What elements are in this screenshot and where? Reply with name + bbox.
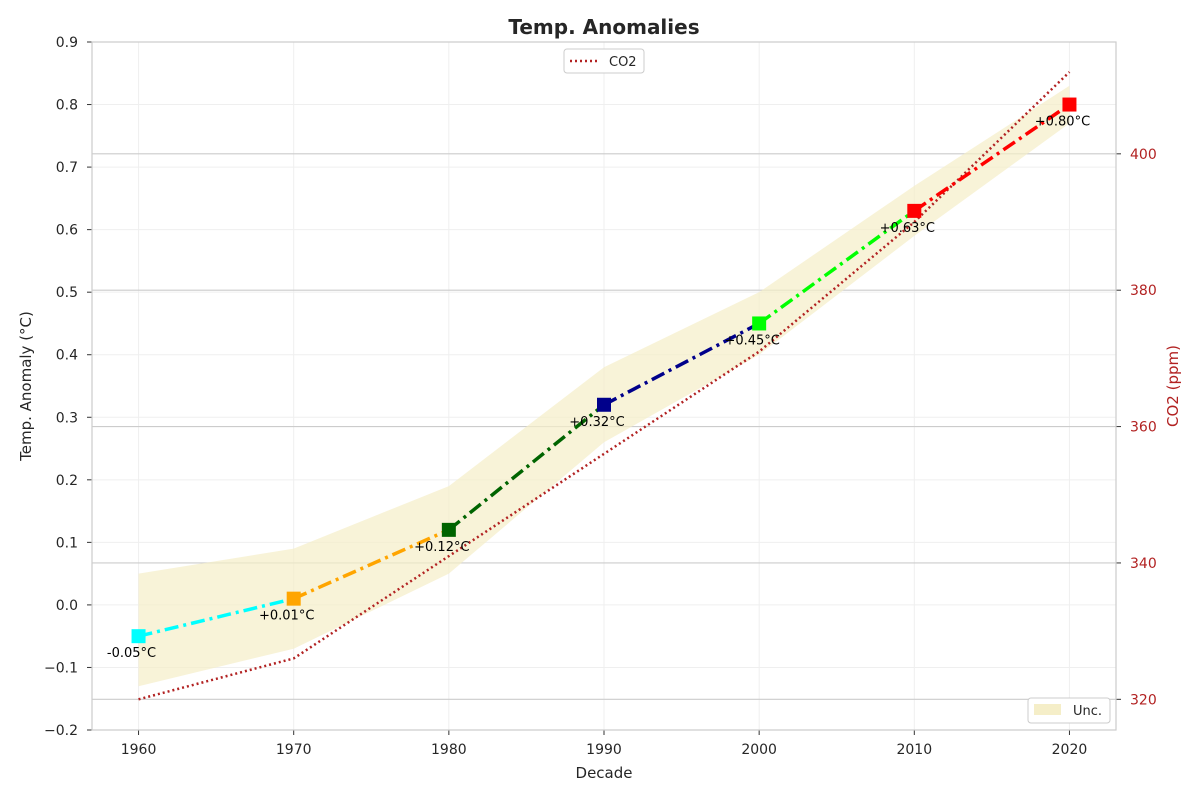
temp-point-marker xyxy=(1062,97,1077,112)
temp-point-marker xyxy=(131,629,146,644)
temp-line-segment xyxy=(603,321,760,407)
y-tick-label: 0.3 xyxy=(56,410,78,426)
temp-line-segment xyxy=(758,209,916,325)
y2-tick-label: 360 xyxy=(1130,420,1157,436)
uncertainty-band-layer xyxy=(138,85,1070,687)
temp-data-label: +0.80°C xyxy=(1035,115,1090,130)
temp-line-segment xyxy=(913,103,1071,213)
y2-tick-label: 400 xyxy=(1130,147,1157,163)
axes-layer: 1960 1970 1980 1990 2000 2010 2020 −0.2 −0.1 0.0 0… xyxy=(44,35,1157,758)
y2-tick-label: 380 xyxy=(1130,283,1157,299)
y-tick-label: 0.8 xyxy=(56,98,78,114)
temp-data-label: -0.05°C xyxy=(107,646,156,661)
temp-point-marker xyxy=(752,316,767,331)
y-axis-title: Temp. Anomaly (°C) xyxy=(17,311,35,462)
plot-frame xyxy=(91,41,1117,731)
temp-data-label: +0.45°C xyxy=(724,333,779,348)
x-tick-label: 1960 xyxy=(121,742,157,758)
legend-co2-frame xyxy=(563,48,645,74)
x-tick-label: 2010 xyxy=(896,742,932,758)
legend-unc-label: Unc. xyxy=(1073,704,1102,719)
y-tick-label: 0.9 xyxy=(56,35,78,51)
temp-data-label: +0.01°C xyxy=(259,609,314,624)
x-tick-label: 1980 xyxy=(431,742,467,758)
legend-unc-swatch xyxy=(1034,704,1061,715)
x-axis-title: Decade xyxy=(576,764,633,782)
y-tick-label: 0.4 xyxy=(56,348,78,364)
y-tick-label: −0.2 xyxy=(44,723,78,739)
uncertainty-band xyxy=(138,85,1070,687)
y-tick-label: 0.0 xyxy=(56,598,78,614)
temp-data-label: +0.63°C xyxy=(880,221,935,236)
y2-axis-title: CO2 (ppm) xyxy=(1164,345,1182,427)
temp-line-segment xyxy=(292,528,450,601)
temp-point-marker xyxy=(286,591,301,606)
temp-point-marker xyxy=(441,522,456,537)
y-tick-label: 0.5 xyxy=(56,285,78,301)
y-tick-label: 0.7 xyxy=(56,160,78,176)
x-tick-label: 2000 xyxy=(741,742,777,758)
chart-title: Temp. Anomalies xyxy=(508,15,699,39)
y-tick-label: 0.6 xyxy=(56,223,78,239)
temp-data-label: +0.12°C xyxy=(414,540,469,555)
data-label-layer: -0.05°C +0.01°C +0.12°C +0.32°C +0.45°C +0.63… xyxy=(107,115,1090,662)
y-tick-label: 0.1 xyxy=(56,535,78,551)
co2-series-layer xyxy=(138,71,1071,701)
temp-line-segment xyxy=(447,403,606,532)
y2-tick-label: 320 xyxy=(1130,692,1157,708)
temperature-series-layer xyxy=(131,97,1077,644)
temp-point-marker xyxy=(907,203,922,218)
y-tick-label: −0.1 xyxy=(44,660,78,676)
legend-co2-label: CO2 xyxy=(609,55,637,70)
temp-data-label: +0.32°C xyxy=(569,415,624,430)
x-tick-label: 2020 xyxy=(1052,742,1088,758)
legend-co2: CO2 xyxy=(563,48,645,74)
co2-line xyxy=(138,71,1071,701)
x-tick-label: 1990 xyxy=(586,742,622,758)
legend-uncertainty: Unc. xyxy=(1027,697,1111,724)
x-tick-label: 1970 xyxy=(276,742,312,758)
y-tick-label: 0.2 xyxy=(56,473,78,489)
y2-tick-label: 340 xyxy=(1130,556,1157,572)
temp-point-marker xyxy=(597,397,611,412)
